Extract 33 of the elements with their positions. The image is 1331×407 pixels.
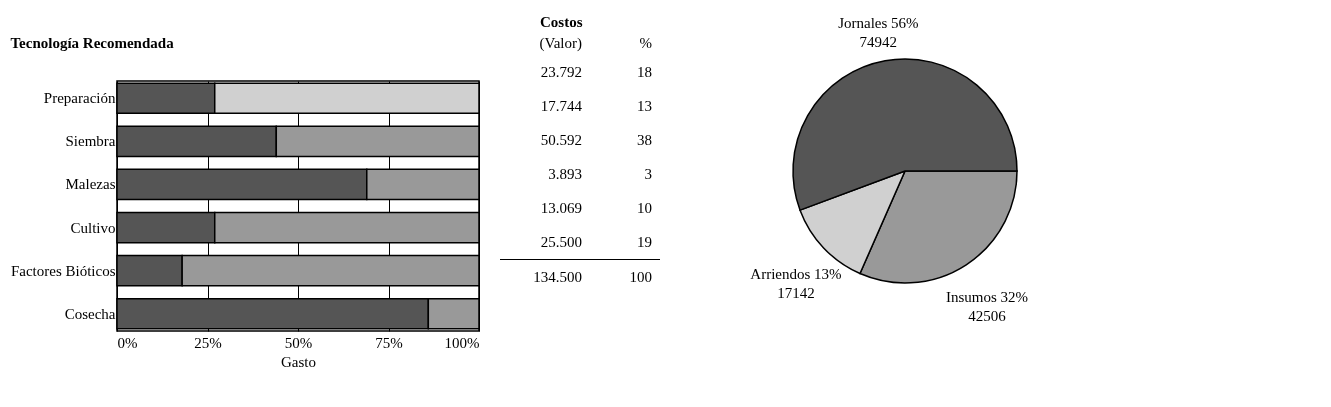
text: 18 bbox=[636, 63, 653, 82]
x-tick-label: 100% bbox=[444, 334, 480, 351]
text: 3.893 bbox=[547, 165, 583, 184]
x-tick-label: 25% bbox=[194, 334, 222, 351]
text: 134.500 bbox=[500, 259, 590, 294]
x-tick-label: 75% bbox=[375, 334, 403, 351]
text: 23.792 bbox=[539, 63, 583, 82]
text: 13.069 bbox=[539, 199, 583, 218]
slice-label: Jornales 56% 74942 bbox=[838, 15, 919, 51]
y-tick-label: Cultivo bbox=[70, 219, 116, 236]
text: % bbox=[638, 34, 653, 53]
x-axis-title: Gasto bbox=[281, 353, 316, 370]
text: 50.592 bbox=[539, 131, 583, 150]
text: 13 bbox=[636, 97, 653, 116]
slice-label: Insumos 32% 42506 bbox=[945, 288, 1029, 324]
text: 17.744 bbox=[539, 97, 583, 116]
text: 25.500 bbox=[539, 233, 583, 252]
text: 10 bbox=[636, 199, 653, 218]
slice-label: Arriendos 13% 17142 bbox=[750, 266, 842, 302]
y-tick-label: Preparación bbox=[43, 90, 116, 107]
text: 38 bbox=[636, 131, 653, 150]
y-tick-label: Cosecha bbox=[64, 305, 116, 322]
chart-title: Tecnología Recomendada bbox=[10, 35, 175, 51]
text: 19 bbox=[636, 233, 653, 252]
y-tick-label: Malezas bbox=[65, 176, 116, 193]
y-tick-label: Factores Bióticos bbox=[10, 262, 116, 279]
text: (Valor) bbox=[538, 34, 583, 53]
x-tick-label: 0% bbox=[117, 334, 138, 351]
x-tick-label: 50% bbox=[284, 334, 313, 351]
text: Costos bbox=[539, 14, 584, 31]
text: 3 bbox=[643, 165, 653, 184]
text: 100 bbox=[590, 259, 660, 294]
y-tick-label: Siembra bbox=[65, 133, 116, 150]
